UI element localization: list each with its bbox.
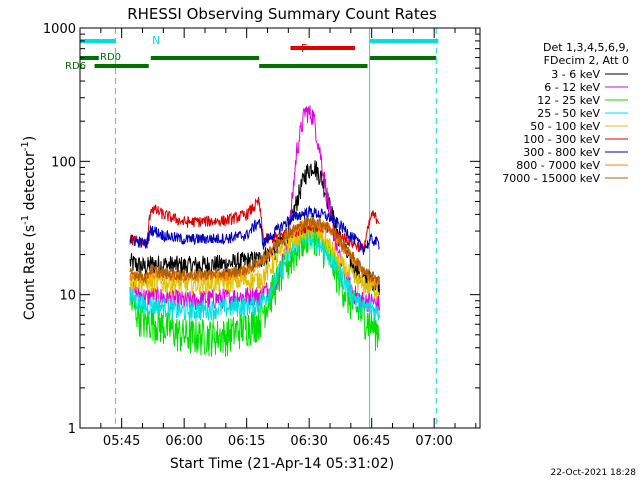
observing-bars (80, 39, 439, 68)
series-line-0 (129, 160, 380, 295)
x-axis-label: Start Time (21-Apr-14 05:31:02) (170, 456, 394, 472)
y-tick-label-3: 1000 (43, 22, 76, 37)
rd6-annotation: RD6 (65, 61, 86, 72)
legend-label-7: 800 - 7000 keV (516, 159, 600, 172)
y-axis-label: Count Rate (s-1 detector-1) (20, 136, 38, 320)
legend-header-detectors: Det 1,3,4,5,6,9, (543, 41, 629, 54)
legend-label-6: 300 - 800 keV (523, 146, 600, 159)
boundary-lines (79, 28, 437, 428)
legend-label-5: 100 - 300 keV (523, 133, 600, 146)
legend-label-4: 50 - 100 keV (530, 120, 600, 133)
x-tick-label-3: 06:30 (290, 434, 327, 449)
plot-frame (79, 27, 481, 429)
x-tick-label-5: 07:00 (415, 434, 452, 449)
series-line-2 (129, 216, 380, 357)
bar-annotations: N RD0 RD6 F (65, 34, 307, 72)
legend-header-fdecim: FDecim 2, Att 0 (544, 54, 629, 67)
series-lines (129, 105, 380, 357)
x-tick-label-2: 06:15 (228, 434, 265, 449)
legend-label-3: 25 - 50 keV (537, 107, 600, 120)
y-tick-label-1: 10 (59, 289, 76, 304)
f-annotation: F (301, 42, 307, 55)
series-line-8 (129, 216, 380, 285)
series-line-6 (129, 205, 380, 255)
series-line-3 (129, 228, 380, 322)
legend-label-0: 3 - 6 keV (551, 68, 600, 81)
x-tick-label-0: 05:45 (103, 434, 140, 449)
chart-title: RHESSI Observing Summary Count Rates (127, 5, 437, 23)
legend-label-8: 7000 - 15000 keV (502, 172, 600, 185)
legend-label-2: 12 - 25 keV (537, 94, 600, 107)
timestamp: 22-Oct-2021 18:28 (551, 468, 637, 478)
legend-label-1: 6 - 12 keV (544, 81, 600, 94)
axes: 1 10 100 1000 05:45 06:00 06:15 06:30 06:45 07:00 (43, 22, 481, 449)
x-tick-label-1: 06:00 (165, 434, 202, 449)
y-tick-label-0: 1 (68, 422, 76, 437)
n-annotation: N (152, 34, 160, 47)
series-line-4 (129, 220, 380, 299)
x-tick-label-4: 06:45 (353, 434, 390, 449)
y-tick-label-2: 100 (51, 155, 76, 170)
rd0-annotation: RD0 (100, 52, 121, 63)
